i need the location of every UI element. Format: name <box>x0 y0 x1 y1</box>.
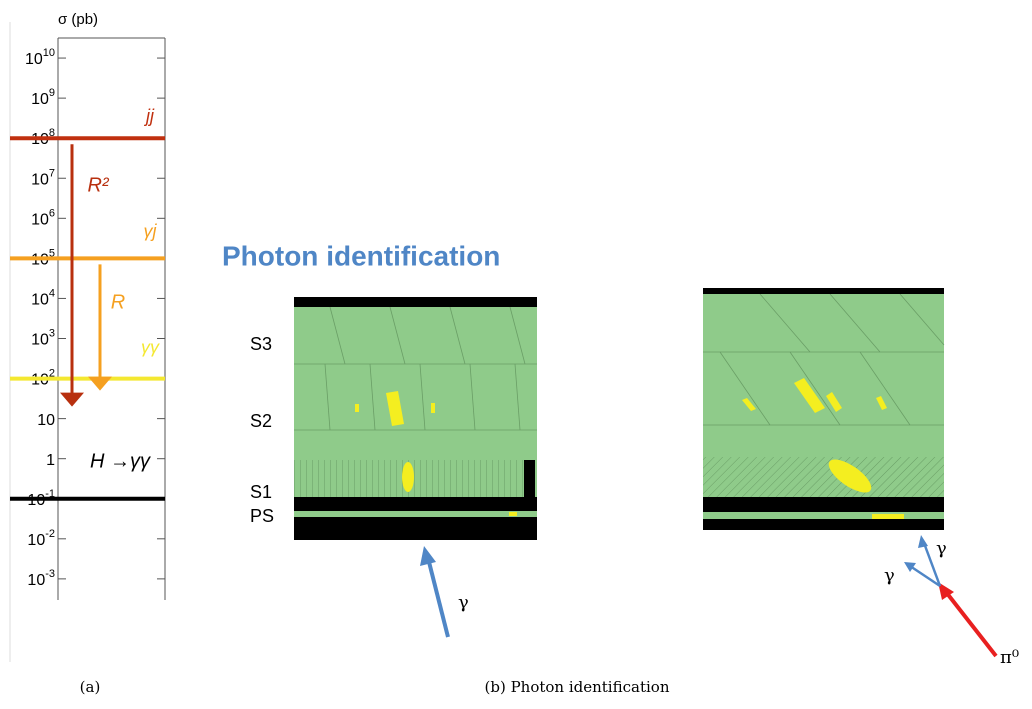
layer <box>294 460 537 497</box>
particle-label: π⁰ <box>1000 647 1019 668</box>
tick-exponent: 5 <box>49 247 55 259</box>
tick-exponent: -2 <box>45 528 55 540</box>
absorber <box>524 460 535 497</box>
tick-base: 10 <box>25 51 43 68</box>
absorber <box>703 519 944 530</box>
tick-base: 10 <box>31 212 49 229</box>
tick-exponent: 8 <box>49 127 55 139</box>
tick-exponent: 9 <box>49 87 55 99</box>
tick-base: 10 <box>27 532 45 549</box>
detector-left <box>294 297 537 540</box>
y-tick-label: 1010 <box>25 47 55 68</box>
photon-track <box>426 557 450 638</box>
series-label: γj <box>144 221 158 241</box>
tick-exponent: 2 <box>49 367 55 379</box>
particles: γ γ γ π⁰ <box>420 535 1019 668</box>
pion-track <box>944 590 998 658</box>
absorber <box>294 517 537 540</box>
photon-track <box>909 564 941 588</box>
absorber <box>703 288 944 294</box>
layer <box>703 457 944 497</box>
arrowhead <box>938 582 954 600</box>
particle-label: γ <box>936 538 947 559</box>
layer-label: PS <box>250 506 274 526</box>
layer <box>703 512 944 519</box>
tick-exponent: -1 <box>45 488 55 500</box>
cross-section-chart: σ (pb) 101010910810710610510410310210110… <box>9 10 166 662</box>
tick-exponent: -3 <box>45 568 55 580</box>
tick-exponent: 4 <box>49 287 55 299</box>
arrow-label: R² <box>87 174 109 196</box>
absorber <box>703 497 944 512</box>
arrowhead <box>60 392 84 407</box>
y-tick-label: 10-3 <box>27 568 55 589</box>
tick-base: 10 <box>31 332 49 349</box>
layer <box>294 307 537 460</box>
series-label: jj <box>143 106 155 126</box>
detector-right <box>703 288 945 530</box>
tick-base: 10 <box>27 572 45 589</box>
absorber <box>294 497 537 511</box>
series-label: H →γγ <box>90 450 151 472</box>
arrowhead <box>88 376 112 391</box>
tick-base: 10 <box>31 292 49 309</box>
y-tick-label: 107 <box>31 167 55 188</box>
cell-lines <box>294 306 537 431</box>
energy-deposits <box>742 378 904 519</box>
y-tick-label: 106 <box>31 207 55 228</box>
tick-exponent: 7 <box>49 167 55 179</box>
tick-base: 10 <box>31 91 49 108</box>
layer-labels: S3 S2 S1 PS <box>250 334 274 526</box>
caption: (b) Photon identification <box>485 678 670 696</box>
layer <box>703 294 944 457</box>
y-axis-label: σ (pb) <box>58 11 98 28</box>
arrowhead <box>904 562 916 572</box>
layer-label: S3 <box>250 334 272 354</box>
tick-exponent: 3 <box>49 327 55 339</box>
y-tick-label: 103 <box>31 327 55 348</box>
tick-base: 10 <box>31 171 49 188</box>
y-tick-label: 109 <box>31 87 55 108</box>
tick-exponent: 6 <box>49 207 55 219</box>
arrowhead <box>918 535 928 548</box>
tick-exponent: 10 <box>43 47 55 59</box>
absorber <box>294 297 537 307</box>
series-label: γγ <box>141 337 160 357</box>
caption: (a) <box>80 678 101 696</box>
energy-deposits <box>355 391 517 516</box>
title: Photon identification <box>222 240 500 271</box>
layer <box>294 511 537 517</box>
layer-label: S2 <box>250 411 272 431</box>
particle-label: γ <box>884 565 895 586</box>
y-tick-label: 10 <box>37 412 55 429</box>
photon-track <box>922 542 942 587</box>
arrow-label: R <box>111 291 125 313</box>
arrowhead <box>420 546 436 566</box>
particle-label: γ <box>458 592 469 613</box>
y-tick-label: 104 <box>31 287 55 308</box>
cell-lines <box>703 293 945 426</box>
y-tick-label: 10-2 <box>27 528 55 549</box>
layer-label: S1 <box>250 482 272 502</box>
y-tick-label: 1 <box>46 452 55 469</box>
label-bg <box>46 10 110 32</box>
